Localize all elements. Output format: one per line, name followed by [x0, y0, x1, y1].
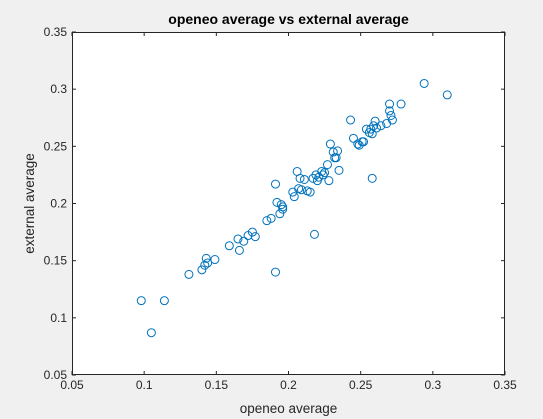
x-tick-label: 0.25 — [349, 378, 373, 392]
data-point — [385, 99, 395, 109]
data-point — [197, 265, 207, 275]
x-tick-label: 0.05 — [60, 378, 84, 392]
data-point — [370, 116, 380, 126]
data-point — [200, 260, 210, 270]
data-point — [324, 176, 334, 186]
data-point — [272, 197, 282, 207]
data-point — [331, 153, 341, 163]
data-point — [271, 267, 281, 277]
data-point — [333, 146, 343, 156]
data-point — [320, 168, 330, 178]
data-point — [367, 173, 377, 183]
data-point — [346, 115, 356, 125]
data-point — [299, 174, 309, 184]
data-point — [387, 115, 397, 125]
data-point — [353, 139, 363, 149]
y-tick-label: 0.2 — [50, 197, 67, 211]
data-point — [328, 147, 338, 157]
data-point — [295, 173, 305, 183]
data-point — [348, 133, 358, 143]
x-tick-label: 0.2 — [280, 378, 297, 392]
data-point — [372, 123, 382, 133]
y-tick-label: 0.1 — [50, 311, 67, 325]
data-point — [369, 121, 379, 131]
data-point — [314, 172, 324, 182]
chart-title: openeo average vs external average — [168, 11, 409, 27]
data-point — [201, 253, 211, 263]
data-point — [247, 227, 257, 237]
data-point — [262, 216, 272, 226]
y-tick-label: 0.3 — [50, 82, 67, 96]
data-point — [278, 202, 288, 212]
data-point — [325, 139, 335, 149]
data-point — [239, 236, 249, 246]
y-tick-label: 0.05 — [44, 368, 68, 382]
data-point — [203, 258, 213, 268]
x-tick-label: 0.15 — [205, 378, 229, 392]
data-point — [386, 110, 396, 120]
x-tick-label: 0.3 — [424, 378, 441, 392]
data-point — [159, 296, 169, 306]
axes-background — [72, 32, 505, 375]
y-tick-label: 0.35 — [44, 25, 68, 39]
y-axis-ticks: 0.05 0.1 0.15 0.2 0.25 0.3 0.35 — [44, 25, 505, 382]
y-tick-label: 0.15 — [44, 254, 68, 268]
data-point — [234, 245, 244, 255]
data-point — [396, 99, 406, 109]
y-tick-label: 0.25 — [44, 139, 68, 153]
data-point — [419, 78, 429, 88]
data-point — [278, 204, 288, 214]
data-point — [442, 90, 452, 100]
data-point — [376, 121, 386, 131]
data-point — [322, 160, 332, 170]
data-point — [184, 269, 194, 279]
data-point — [385, 106, 395, 116]
data-point — [266, 213, 276, 223]
data-point — [224, 241, 234, 251]
data-point — [296, 185, 306, 195]
data-point — [359, 137, 369, 147]
data-point — [146, 328, 156, 338]
x-axis-ticks: 0.05 0.1 0.15 0.2 0.25 0.3 0.35 — [60, 32, 517, 392]
data-point — [289, 192, 299, 202]
data-point — [309, 229, 319, 239]
x-tick-label: 0.1 — [136, 378, 153, 392]
data-point — [210, 255, 220, 265]
y-axis-label: external average — [22, 153, 37, 254]
data-point — [305, 187, 315, 197]
data-point — [136, 296, 146, 306]
data-point — [276, 200, 286, 210]
data-point — [318, 170, 328, 180]
data-point — [271, 179, 281, 189]
data-point — [250, 232, 260, 242]
data-points — [136, 78, 452, 338]
data-point — [334, 165, 344, 175]
x-tick-label: 0.35 — [493, 378, 517, 392]
x-axis-label: openeo average — [240, 401, 338, 416]
data-point — [233, 234, 243, 244]
